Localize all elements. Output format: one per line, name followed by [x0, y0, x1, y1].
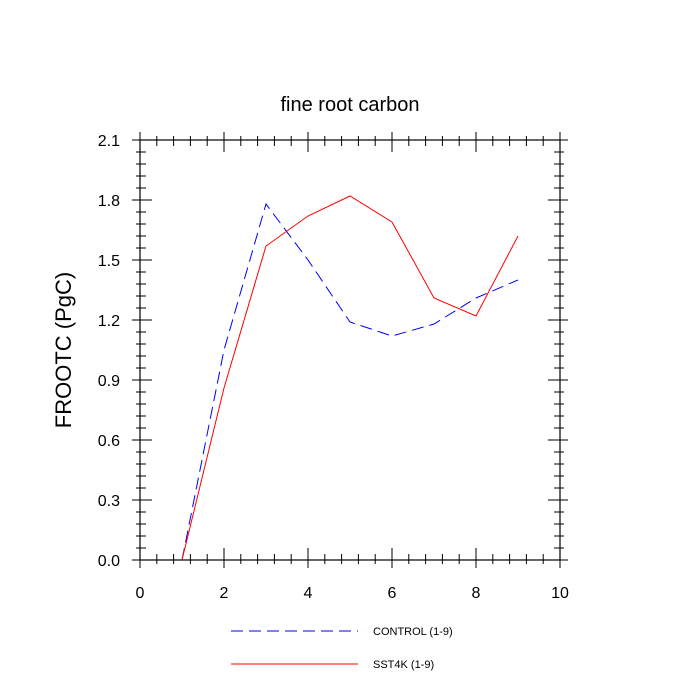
- y-axis-label: FROOTC (PgC): [51, 272, 76, 428]
- y-tick-label: 1.5: [98, 253, 120, 270]
- x-tick-label: 10: [551, 585, 569, 602]
- y-tick-label: 2.1: [98, 133, 120, 150]
- x-tick-label: 2: [220, 585, 229, 602]
- y-tick-label: 0.3: [98, 493, 120, 510]
- legend: CONTROL (1-9) SST4K (1-9): [231, 626, 453, 671]
- y-tick-label: 0.9: [98, 373, 120, 390]
- series-layer: [181, 195, 519, 561]
- legend-label: SST4K (1-9): [373, 659, 434, 671]
- y-tick-label: 1.2: [98, 313, 120, 330]
- legend-label: CONTROL (1-9): [373, 626, 453, 638]
- axis-tick-labels: 0 2 4 6 8 10 0.0 0.3 0.6 0.9 1.2 1.5 1.8 2.1: [98, 133, 569, 602]
- x-tick-label: 8: [472, 585, 481, 602]
- plot-frame: [139, 139, 561, 561]
- series-line-control-1-9: [181, 202, 519, 561]
- y-tick-label: 0.6: [98, 433, 120, 450]
- x-tick-label: 0: [136, 585, 145, 602]
- series-line-sst4k-1-9: [181, 195, 519, 561]
- axis-ticks: [132, 132, 568, 568]
- x-tick-label: 4: [304, 585, 313, 602]
- y-tick-label: 1.8: [98, 193, 120, 210]
- x-tick-label: 6: [388, 585, 397, 602]
- chart-title: fine root carbon: [281, 94, 420, 116]
- y-tick-label: 0.0: [98, 553, 120, 570]
